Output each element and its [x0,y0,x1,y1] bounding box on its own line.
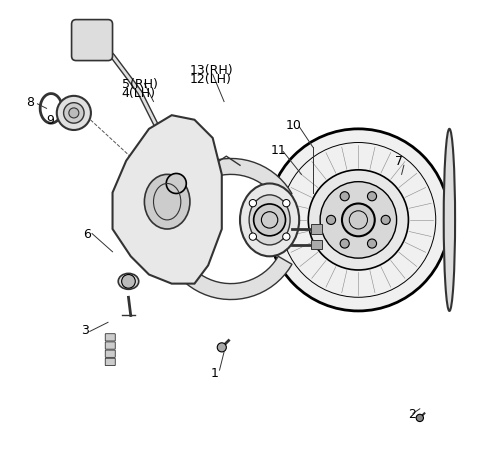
Circle shape [416,414,423,421]
FancyBboxPatch shape [105,358,115,365]
Circle shape [249,200,256,207]
FancyBboxPatch shape [105,350,115,357]
Circle shape [368,239,377,248]
Polygon shape [112,115,222,284]
Text: 2: 2 [408,408,416,421]
Text: 9: 9 [47,114,54,127]
Circle shape [308,170,408,270]
Text: 4(LH): 4(LH) [121,87,156,100]
Text: 10: 10 [286,119,301,132]
Ellipse shape [69,108,79,118]
Circle shape [217,343,227,352]
Text: 8: 8 [26,96,34,109]
Circle shape [249,233,256,240]
Circle shape [283,233,290,240]
Circle shape [381,215,390,224]
Circle shape [326,215,336,224]
Circle shape [368,192,377,201]
Circle shape [267,129,449,311]
Circle shape [121,274,135,288]
FancyBboxPatch shape [105,342,115,349]
Ellipse shape [57,96,91,130]
Circle shape [253,204,286,236]
Circle shape [340,192,349,201]
FancyBboxPatch shape [105,334,115,341]
Circle shape [283,200,290,207]
Bar [311,240,322,250]
Ellipse shape [144,174,190,229]
Text: 12(LH): 12(LH) [190,73,232,86]
Text: 13(RH): 13(RH) [190,64,234,77]
Text: 6: 6 [83,228,91,241]
FancyBboxPatch shape [72,20,112,60]
Ellipse shape [118,273,139,289]
Bar [311,224,322,234]
Circle shape [340,239,349,248]
Polygon shape [160,158,292,300]
Text: 11: 11 [271,144,287,157]
Circle shape [320,182,396,258]
Ellipse shape [249,195,290,245]
Ellipse shape [444,129,455,311]
Circle shape [166,174,186,193]
Circle shape [342,203,375,236]
Text: 5(RH): 5(RH) [121,78,157,91]
Ellipse shape [64,103,84,123]
Ellipse shape [240,184,299,256]
Text: 7: 7 [395,155,403,168]
Text: 3: 3 [81,324,88,337]
Text: 1: 1 [210,367,218,380]
